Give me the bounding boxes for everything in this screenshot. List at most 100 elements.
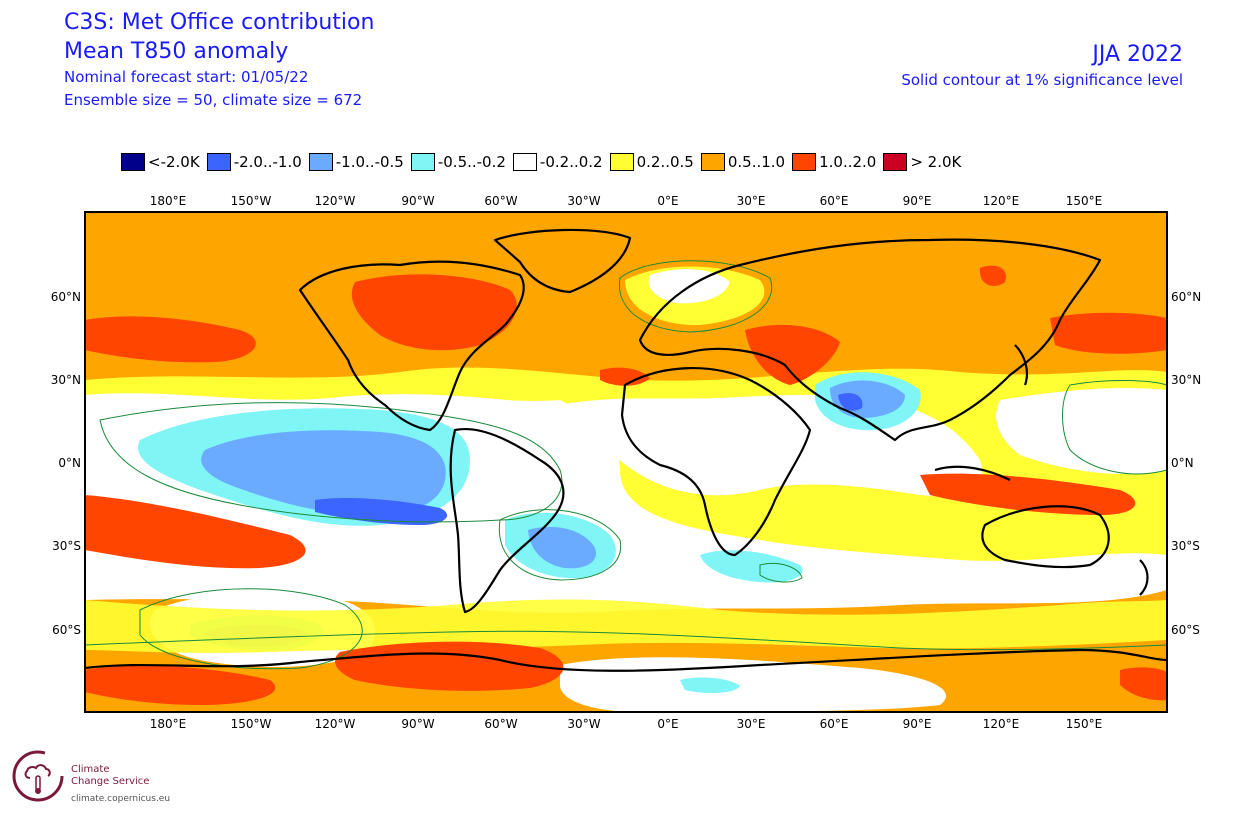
- org-line1: Climate: [71, 764, 110, 775]
- legend-item: -0.2..0.2: [512, 153, 603, 171]
- lon-label: 120°W: [315, 717, 356, 731]
- contour-note: Solid contour at 1% significance level: [901, 71, 1183, 89]
- legend-label: 0.2..0.5: [636, 153, 694, 171]
- lat-label: 0°N: [58, 456, 81, 470]
- lon-label: 150°E: [1066, 194, 1103, 208]
- lon-label: 180°E: [150, 717, 187, 731]
- legend-label: -0.5..-0.2: [437, 153, 506, 171]
- legend-label: -1.0..-0.5: [335, 153, 404, 171]
- field-yellow-southern: [85, 599, 1167, 653]
- legend-item: 0.5..1.0: [700, 153, 786, 171]
- legend-swatch: [700, 153, 725, 171]
- legend-label: > 2.0K: [910, 153, 962, 171]
- field-blue-india: [838, 393, 863, 411]
- legend-swatch: [883, 153, 908, 171]
- lon-label: 150°W: [231, 717, 272, 731]
- lon-label: 30°W: [567, 717, 600, 731]
- legend-item: 0.2..0.5: [609, 153, 694, 171]
- variable-title: Mean T850 anomaly: [64, 39, 289, 64]
- continent-eurasia: [638, 238, 1102, 442]
- legend-item: -0.5..-0.2: [410, 153, 506, 171]
- legend-swatch: [308, 153, 333, 171]
- lon-label: 120°W: [315, 194, 356, 208]
- anomaly-field: [85, 212, 1167, 712]
- map-frame: [84, 211, 1168, 713]
- lat-labels-left: 60°N 30°N 0°N 30°S 60°S: [51, 290, 81, 637]
- lat-labels-right: 60°N 30°N 0°N 30°S 60°S: [1171, 290, 1201, 637]
- continent-south-america: [449, 427, 565, 614]
- field-white-wpac: [996, 388, 1167, 475]
- field-red-caspian: [745, 324, 840, 385]
- field-cyan-antarctic: [680, 677, 740, 694]
- org-line2: Change Service: [71, 776, 150, 787]
- continent-africa: [620, 367, 812, 557]
- lon-label: 120°E: [983, 194, 1020, 208]
- legend-item: -1.0..-0.5: [308, 153, 404, 171]
- legend-swatch: [609, 153, 634, 171]
- continent-antarctica: [85, 648, 1167, 672]
- lat-label: 60°S: [52, 623, 81, 637]
- field-red-nwpac: [1050, 312, 1167, 354]
- lon-label: 90°E: [903, 717, 932, 731]
- continent-australia: [981, 505, 1110, 569]
- field-cyan-safrica: [700, 550, 803, 583]
- contour-safrica: [759, 563, 803, 583]
- legend-swatch: [512, 153, 537, 171]
- lon-label: 90°E: [903, 194, 932, 208]
- lon-label: 60°E: [820, 717, 849, 731]
- field-red-antarctic-e: [1120, 667, 1167, 701]
- legend-label: 1.0..2.0: [819, 153, 877, 171]
- legend-swatch: [121, 153, 145, 171]
- color-legend: <-2.0K -2.0..-1.0 -1.0..-0.5 -0.5..-0.2 …: [121, 151, 968, 173]
- season-label: JJA 2022: [1092, 42, 1183, 67]
- field-red-iberia: [600, 367, 650, 386]
- contour-southern: [85, 630, 1167, 651]
- contour-satl: [498, 509, 622, 581]
- lat-label: 30°N: [1171, 373, 1201, 387]
- lon-label: 30°E: [737, 194, 766, 208]
- lat-label: 30°N: [51, 373, 81, 387]
- legend-swatch: [410, 153, 435, 171]
- field-red-indonesia: [920, 473, 1136, 515]
- lat-label: 60°N: [51, 290, 81, 304]
- legend-swatch: [206, 153, 231, 171]
- legend-item: 1.0..2.0: [792, 153, 876, 171]
- lon-label: 30°E: [737, 717, 766, 731]
- copernicus-footer: Climate Change Service climate.copernicu…: [10, 744, 210, 808]
- continent-indonesia: [934, 465, 1011, 481]
- product-title: C3S: Met Office contribution: [64, 10, 375, 35]
- lon-label: 180°E: [150, 194, 187, 208]
- field-red-siberia: [979, 265, 1006, 286]
- legend-label: <-2.0K: [148, 153, 200, 171]
- contour-pacific: [99, 402, 563, 523]
- continent-greenland: [493, 228, 632, 294]
- title-block: C3S: Met Office contribution Mean T850 a…: [64, 8, 374, 112]
- field-red-npac: [85, 316, 256, 363]
- ensemble-info: Ensemble size = 50, climate size = 672: [64, 91, 363, 109]
- contour-europe: [618, 260, 773, 333]
- continent-japan: [1014, 344, 1029, 386]
- lon-label: 0°E: [657, 194, 678, 208]
- lon-label: 90°W: [401, 194, 434, 208]
- legend-label: 0.5..1.0: [727, 153, 786, 171]
- lon-label: 30°W: [567, 194, 600, 208]
- coastlines: [85, 228, 1167, 672]
- lon-label: 60°W: [484, 194, 517, 208]
- legend-item: <-2.0K: [121, 153, 200, 171]
- lon-label: 0°E: [657, 717, 678, 731]
- season-block: JJA 2022 Solid contour at 1% significanc…: [901, 40, 1183, 91]
- field-red-sopac: [85, 495, 306, 569]
- continent-north-america: [298, 260, 525, 432]
- org-url: climate.copernicus.eu: [71, 794, 171, 804]
- org-name: Climate Change Service: [71, 764, 149, 788]
- contour-wpac: [1062, 380, 1167, 475]
- lat-label: 30°S: [52, 539, 81, 553]
- contour-sopac: [139, 588, 363, 670]
- legend-swatch: [792, 153, 817, 171]
- lon-label: 150°W: [231, 194, 272, 208]
- legend-item: > 2.0K: [883, 153, 961, 171]
- lat-label: 60°N: [1171, 290, 1201, 304]
- legend-item: -2.0..-1.0: [206, 153, 302, 171]
